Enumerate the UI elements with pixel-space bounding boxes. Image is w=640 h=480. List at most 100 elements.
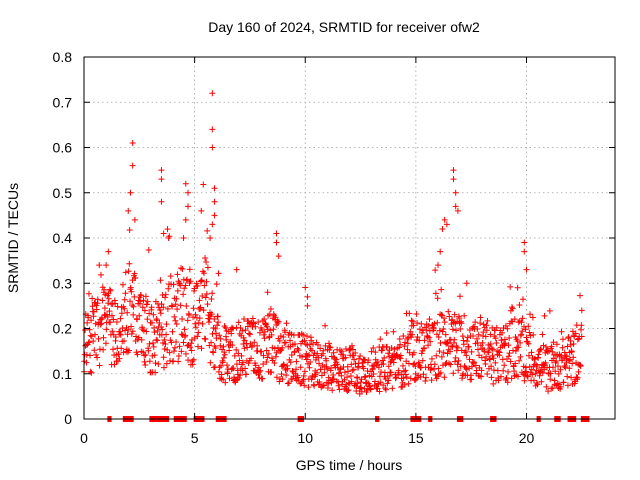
data-point — [367, 386, 374, 393]
data-point — [409, 331, 416, 338]
data-point — [397, 352, 404, 359]
data-point — [178, 331, 185, 338]
data-point — [96, 262, 103, 269]
data-point — [321, 369, 328, 376]
data-point — [509, 305, 516, 312]
data-point — [348, 342, 355, 349]
data-point — [517, 353, 524, 360]
data-point — [477, 314, 484, 321]
data-point — [161, 336, 168, 343]
data-point — [410, 349, 417, 356]
data-point-peak — [125, 207, 132, 214]
data-point-peak — [211, 198, 218, 205]
data-point — [328, 379, 335, 386]
data-point — [575, 368, 582, 375]
data-point — [180, 291, 187, 298]
y-axis-tick-labels: 0 0.1 0.2 0.3 0.4 0.5 0.6 0.7 0.8 — [53, 49, 73, 427]
data-point — [336, 386, 343, 393]
data-point — [354, 374, 361, 381]
data-point — [371, 378, 378, 385]
data-point — [323, 357, 330, 364]
data-point-peak — [209, 126, 216, 133]
data-point — [145, 347, 152, 354]
data-point — [295, 347, 302, 354]
data-point — [441, 374, 448, 381]
data-point — [89, 295, 96, 302]
data-point — [94, 296, 101, 303]
data-point — [421, 324, 428, 331]
data-point — [160, 304, 167, 311]
data-point — [176, 343, 183, 350]
data-point — [215, 270, 222, 277]
data-point — [259, 375, 266, 382]
grid-lines — [84, 57, 615, 419]
data-point — [117, 331, 124, 338]
data-point — [230, 325, 237, 332]
data-point — [435, 365, 442, 372]
data-point — [162, 341, 169, 348]
x-tick-label: 15 — [408, 430, 424, 446]
data-point — [570, 340, 577, 347]
data-point — [449, 343, 456, 350]
data-point — [86, 339, 93, 346]
data-point — [217, 342, 224, 349]
data-point — [477, 320, 484, 327]
data-point — [100, 334, 107, 341]
data-point — [171, 313, 178, 320]
data-point-peak — [273, 230, 280, 237]
data-point — [505, 342, 512, 349]
data-point — [299, 354, 306, 361]
data-point — [99, 297, 106, 304]
data-point — [475, 346, 482, 353]
data-point — [384, 380, 391, 387]
data-point — [241, 315, 248, 322]
data-point — [493, 340, 500, 347]
data-point — [106, 308, 113, 315]
data-point — [328, 365, 335, 372]
data-point — [555, 370, 562, 377]
data-point — [341, 369, 348, 376]
data-point — [494, 367, 501, 374]
data-point — [487, 340, 494, 347]
data-point — [158, 324, 165, 331]
data-point — [144, 298, 151, 305]
y-tick-label: 0.7 — [53, 94, 73, 110]
data-point — [125, 268, 132, 275]
data-point — [364, 367, 371, 374]
data-point — [374, 358, 381, 365]
data-point — [456, 293, 463, 300]
data-point-peak — [443, 221, 450, 228]
data-point — [131, 293, 138, 300]
data-point — [199, 292, 206, 299]
data-point — [547, 376, 554, 383]
data-point — [265, 350, 272, 357]
data-point — [125, 347, 132, 354]
data-point — [488, 363, 495, 370]
data-point — [559, 336, 566, 343]
data-point — [405, 360, 412, 367]
data-point — [501, 362, 508, 369]
data-point — [448, 343, 455, 350]
data-point — [522, 326, 529, 333]
data-point — [239, 359, 246, 366]
data-point — [516, 302, 523, 309]
data-point — [171, 344, 178, 351]
data-point — [218, 371, 225, 378]
data-point — [455, 357, 462, 364]
data-point — [179, 265, 186, 272]
data-point — [564, 382, 571, 389]
data-point — [422, 378, 429, 385]
data-point-peak — [103, 262, 110, 269]
data-point — [150, 340, 157, 347]
data-point — [568, 374, 575, 381]
data-point — [565, 357, 572, 364]
data-point — [250, 319, 257, 326]
data-point — [137, 298, 144, 305]
data-point — [172, 317, 179, 324]
data-point — [468, 376, 475, 383]
data-point — [515, 344, 522, 351]
data-point — [351, 356, 358, 363]
data-point — [385, 350, 392, 357]
data-point — [390, 359, 397, 366]
